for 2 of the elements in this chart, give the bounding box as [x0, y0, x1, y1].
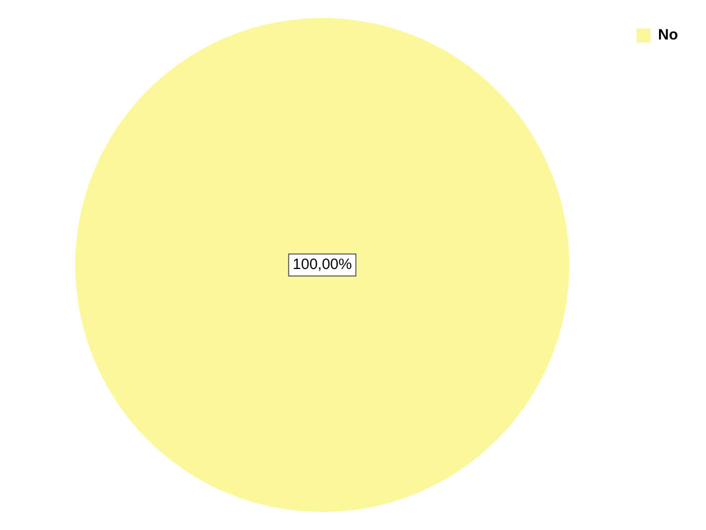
- legend-label: No: [658, 26, 678, 44]
- data-label: 100,00%: [292, 256, 352, 274]
